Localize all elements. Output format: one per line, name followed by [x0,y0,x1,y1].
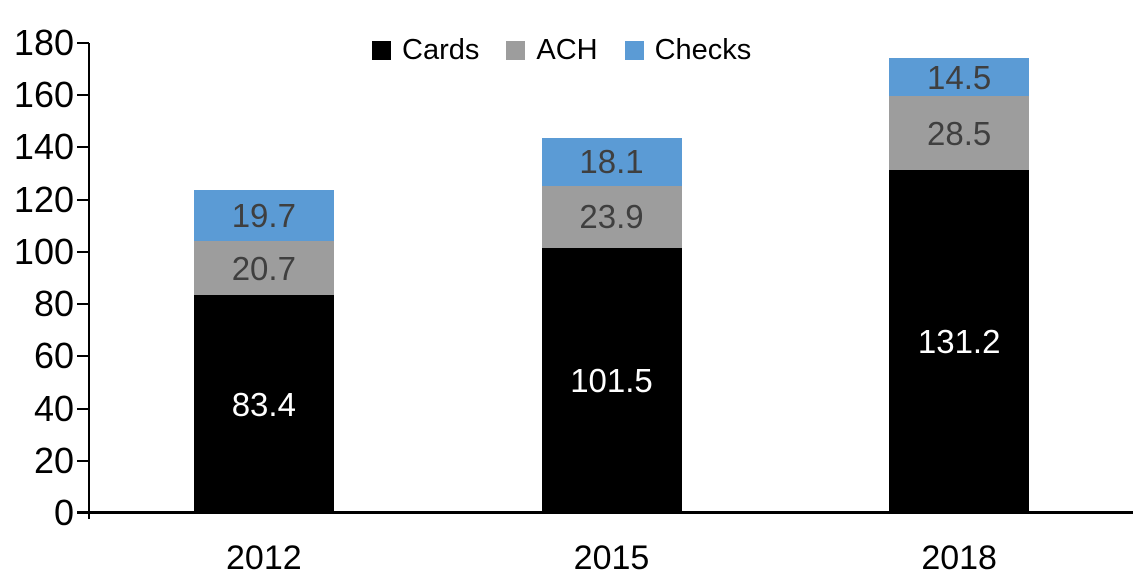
y-axis-tick-label: 20 [33,439,74,481]
legend-label-ach: ACH [536,34,598,66]
y-axis-tick-label: 120 [13,178,74,220]
y-axis-tick [77,303,89,306]
bar-segment-ach-2012 [193,241,334,296]
y-axis-tick-label: 0 [53,492,74,533]
legend-marker-ach-icon [506,41,526,60]
y-axis-tick-label: 80 [33,283,74,325]
legend-marker-cards-icon [372,41,391,60]
y-axis-tick-label: 40 [33,387,74,429]
y-axis-tick-label: 180 [13,22,74,63]
y-axis-tick [77,198,89,201]
y-axis-tick-label: 140 [13,126,74,168]
bar-segment-checks-2018 [889,58,1030,96]
legend-item-cards: Cards [372,36,479,65]
bar-segment-ach-2015 [541,185,682,248]
legend-label-checks: Checks [654,34,752,66]
y-axis-tick-label: 100 [13,230,74,272]
y-axis-tick [77,94,89,97]
y-axis-line [88,43,90,519]
y-axis-tick [77,42,89,44]
bar-segment-ach-2018 [889,96,1030,171]
bar-segment-checks-2012 [193,189,334,242]
y-axis-tick [77,250,89,253]
legend-marker-checks-icon [624,41,644,60]
y-axis-tick [77,407,89,410]
legend-label-cards: Cards [402,34,480,66]
y-axis-tick [77,512,89,514]
y-axis-tick [77,355,89,358]
legend-item-checks: Checks [624,34,752,66]
y-axis-tick-label: 60 [33,335,74,377]
bar-segment-cards-2018 [889,170,1030,513]
y-axis-tick [77,146,89,149]
y-axis-tick-label: 160 [13,74,74,116]
bar-segment-checks-2015 [541,138,682,186]
bar-segment-cards-2015 [541,247,682,513]
chart-legend: Cards ACH Checks [372,36,751,65]
x-axis-category-label: 2018 [921,539,997,577]
y-axis-tick [77,459,89,462]
legend-item-ach: ACH [506,34,598,66]
x-axis-category-label: 2012 [226,539,302,577]
bar-segment-cards-2012 [193,295,334,513]
x-axis-category-label: 2015 [573,539,650,577]
